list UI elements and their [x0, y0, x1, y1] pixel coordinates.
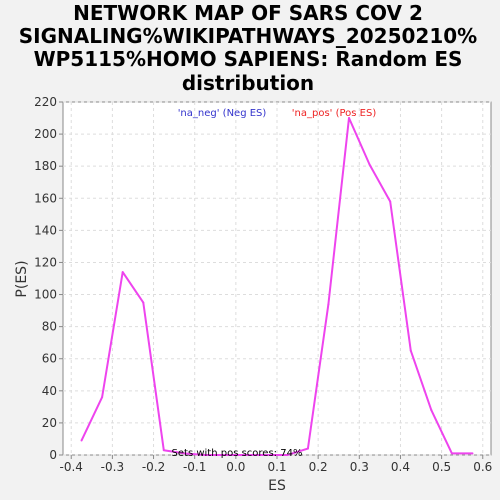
- data-point: [368, 163, 371, 166]
- x-tick-label: 0.2: [309, 460, 328, 474]
- pos-score-annotation: Sets with pos scores: 74%: [172, 448, 303, 459]
- data-point: [101, 396, 104, 399]
- chart-title: NETWORK MAP OF SARS COV 2 SIGNALING%WIKI…: [19, 1, 477, 95]
- legend-entry-neg: 'na_neg' (Neg ES): [178, 108, 267, 119]
- x-axis-label: ES: [268, 478, 286, 494]
- legend-entry-pos: 'na_pos' (Pos ES): [292, 108, 377, 119]
- x-tick-label: 0.1: [267, 460, 286, 474]
- data-point: [265, 454, 268, 456]
- data-point: [245, 454, 248, 456]
- x-tick-label: 0.3: [350, 460, 369, 474]
- data-point: [142, 301, 145, 304]
- title-line-1: NETWORK MAP OF SARS COV 2: [73, 1, 423, 25]
- data-point: [348, 117, 351, 120]
- data-point: [389, 200, 392, 203]
- x-axis-ticks: -0.4 -0.3 -0.2 -0.1 0.0 0.1 0.2 0.3 0.4 0.5 0.6: [60, 455, 492, 474]
- y-axis-ticks: 0 20 40 60 80 100 120 140 160 180 200 220: [34, 95, 63, 462]
- data-point: [409, 349, 412, 352]
- series-line-0: [80, 117, 473, 456]
- data-point: [450, 452, 453, 455]
- data-point: [183, 452, 186, 455]
- title-line-3: WP5115%HOMO SAPIENS: Random ES: [34, 47, 463, 71]
- y-tick-label: 40: [42, 384, 57, 398]
- data-point: [327, 303, 330, 306]
- y-tick-label: 220: [34, 95, 57, 109]
- data-point: [80, 439, 83, 442]
- data-point: [162, 449, 165, 452]
- y-tick-label: 100: [34, 288, 57, 302]
- y-tick-label: 200: [34, 127, 57, 141]
- data-point: [286, 454, 289, 456]
- x-tick-label: 0.4: [391, 460, 410, 474]
- x-tick-label: 0.5: [432, 460, 451, 474]
- y-tick-label: 180: [34, 159, 57, 173]
- x-tick-label: -0.1: [183, 460, 206, 474]
- y-tick-label: 120: [34, 255, 57, 269]
- y-tick-label: 0: [49, 448, 57, 462]
- y-tick-label: 160: [34, 191, 57, 205]
- data-point: [203, 454, 206, 456]
- x-tick-label: 0.6: [473, 460, 492, 474]
- data-point: [471, 452, 474, 455]
- x-tick-label: 0.0: [226, 460, 245, 474]
- y-tick-label: 140: [34, 223, 57, 237]
- legend: 'na_neg' (Neg ES) 'na_pos' (Pos ES): [178, 108, 377, 119]
- title-line-4: distribution: [182, 71, 314, 95]
- y-tick-label: 60: [42, 352, 57, 366]
- series-layer: [80, 117, 474, 456]
- x-tick-label: -0.3: [101, 460, 124, 474]
- title-line-2: SIGNALING%WIKIPATHWAYS_20250210%: [19, 24, 477, 48]
- data-point: [430, 409, 433, 412]
- x-tick-label: -0.4: [60, 460, 83, 474]
- y-axis-label: P(ES): [14, 260, 30, 297]
- x-tick-label: -0.2: [142, 460, 165, 474]
- data-point: [306, 447, 309, 450]
- data-point: [224, 454, 227, 456]
- y-tick-label: 80: [42, 320, 57, 334]
- data-point: [121, 271, 124, 274]
- y-tick-label: 20: [42, 416, 57, 430]
